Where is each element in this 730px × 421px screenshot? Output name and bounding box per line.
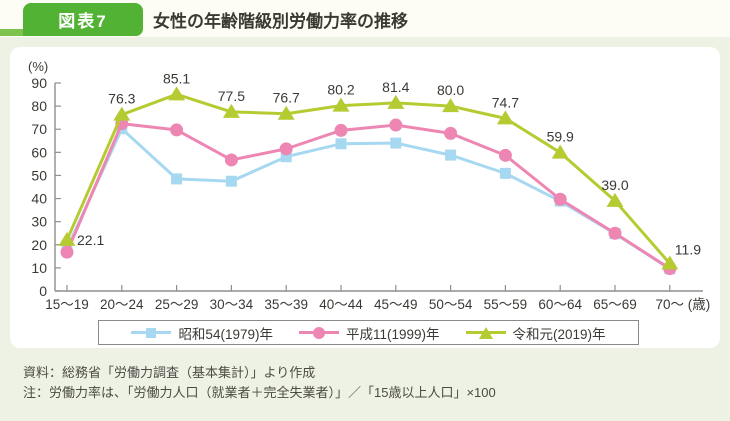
square-marker [445,149,457,161]
page-title: 女性の年齢階級別労働力率の推移 [153,12,408,31]
x-tick-label: 65～69 [593,297,637,312]
x-tick-label: 45～49 [374,297,418,312]
chart-panel: 0 10 20 30 40 50 60 70 80 90 15～19 20～24 25～29 30～34 3… [10,47,720,348]
data-label: 11.9 [675,241,701,257]
square-marker [390,137,402,149]
legend-triangle-swatch [465,326,506,340]
y-tick-label: 80 [31,98,47,114]
circle-marker [444,126,458,140]
circle-marker [170,123,184,137]
square-marker [335,138,347,150]
figure-badge: 図表7 [23,3,143,36]
triangle-marker [551,144,569,159]
circle-marker [389,118,403,132]
line-chart: 0 10 20 30 40 50 60 70 80 90 15～19 20～24 25～29 30～34 3… [28,59,711,312]
calculation-note: 注：労働力率は、「労働力人口（就業者＋完全失業者）」／「15歳以上人口」×100 [23,385,496,400]
y-tick-label: 20 [31,237,47,253]
square-marker [280,151,292,163]
triangle-marker [332,97,350,112]
header: 図表7 女性の年齢階級別労働力率の推移 [0,0,730,37]
x-tick-label: 40～44 [319,297,363,312]
data-label: 81.4 [382,79,409,95]
triangle-marker [168,86,186,101]
x-tick-label: 30～34 [210,297,254,312]
legend-item: 平成11(1999)年 [298,323,440,343]
x-tick-label: 55～59 [484,297,528,312]
x-tick-label: 70～ [656,297,685,312]
circle-marker [553,192,567,206]
y-tick-label: 70 [31,121,47,137]
y-tick-label: 0 [39,283,47,299]
legend-circle-swatch [298,326,339,340]
triangle-marker [113,106,131,121]
square-marker [225,175,237,187]
y-tick-label: 60 [31,144,47,160]
x-tick-label: 20～24 [100,297,144,312]
data-label: 39.0 [601,177,628,193]
legend-square-swatch [131,326,172,340]
circle-marker [224,153,238,167]
square-marker [499,167,511,179]
x-tick-label: 35～39 [264,297,308,312]
data-label: 76.3 [108,91,135,107]
y-tick-label: 50 [31,167,47,183]
triangle-marker [387,94,405,109]
data-label: 80.2 [327,82,354,98]
y-tick-label: 40 [31,191,47,207]
legend-label: 昭和54(1979)年 [178,326,273,342]
triangle-marker [222,103,240,118]
data-label: 74.7 [492,94,519,110]
circle-marker [334,123,348,137]
series-line-circle [65,122,672,271]
triangle-marker [606,192,624,207]
chart-legend: 昭和54(1979)年 平成11(1999)年 令和元(2019)年 [98,320,639,345]
data-label: 77.5 [218,88,245,104]
triangle-marker [661,255,679,270]
circle-marker [608,226,622,240]
y-tick-label: 90 [31,75,47,91]
y-tick-label: 30 [31,214,47,230]
x-tick-label: 25～29 [155,297,199,312]
data-label: 59.9 [547,129,574,145]
circle-marker [60,245,74,259]
data-label: 76.7 [273,90,300,106]
triangle-marker [58,231,76,246]
legend-item: 昭和54(1979)年 [131,323,273,343]
footer-notes: 資料：総務省「労働力調査（基本集計）」より作成 注：労働力率は、「労働力人口（就… [23,363,496,403]
data-label: 80.0 [437,82,464,98]
data-label: 22.1 [77,232,104,248]
square-marker [171,173,183,185]
x-tick-label: 60～64 [538,297,582,312]
series-line-triangle [65,92,672,265]
triangle-marker [496,110,514,125]
age-unit-label: (歳) [688,297,711,312]
data-label: 85.1 [163,70,190,86]
triangle-marker [277,105,295,120]
x-tick-label: 50～54 [429,297,473,312]
legend-label: 平成11(1999)年 [345,326,440,342]
circle-marker [498,148,512,162]
legend-item: 令和元(2019)年 [465,323,606,343]
series-line-square [65,127,672,271]
y-tick-label: 10 [31,260,47,276]
source-note: 資料：総務省「労働力調査（基本集計）」より作成 [23,365,316,380]
x-tick-label: 15～19 [45,297,89,312]
triangle-marker [442,98,460,113]
circle-marker [279,142,293,156]
percent-unit-label: (%) [28,59,48,74]
legend-label: 令和元(2019)年 [512,326,606,342]
